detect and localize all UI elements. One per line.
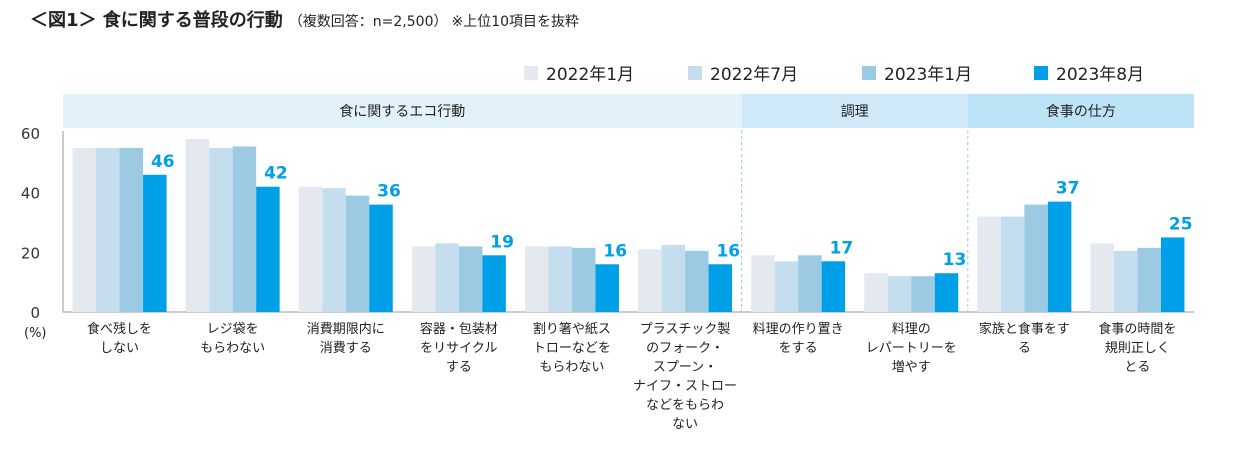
bar-4	[369, 204, 393, 312]
bar-1	[751, 255, 775, 312]
bar-1	[638, 249, 662, 312]
category-label: 料理の レパートリーを 増やす	[865, 322, 957, 375]
bar-3	[345, 195, 370, 312]
data-label: 25	[1169, 214, 1193, 234]
bar-4	[256, 186, 280, 312]
group-band: 食事の仕方	[967, 94, 1194, 128]
bar-4	[1047, 201, 1072, 312]
y-unit-label: (%)	[24, 326, 47, 341]
bar-1	[411, 246, 436, 312]
bar-1	[1090, 243, 1114, 312]
bar-3	[571, 247, 596, 312]
legend-swatch	[688, 65, 702, 80]
data-label: 19	[490, 232, 514, 252]
category-label: 料理の作り置き をする	[752, 322, 844, 356]
legend: 2022年1月 2022年7月 2023年1月 2023年8月	[0, 60, 1249, 86]
y-tick-label: 20	[21, 244, 40, 262]
bar-4	[143, 174, 167, 312]
y-tick-label: 40	[21, 185, 40, 203]
bar-4	[482, 255, 506, 312]
bar-3	[685, 250, 709, 312]
bar-1	[298, 186, 323, 312]
bar-2	[1000, 216, 1025, 312]
group-band: 調理	[741, 94, 968, 128]
bar-3	[911, 276, 935, 312]
data-label: 17	[830, 238, 854, 258]
bar-1	[864, 273, 888, 312]
legend-swatch	[1034, 65, 1048, 80]
data-label: 46	[151, 152, 175, 172]
group-band-label: 食事の仕方	[1045, 104, 1116, 120]
data-label: 37	[1056, 179, 1080, 199]
bar-2	[887, 276, 912, 312]
bar-2	[322, 188, 346, 312]
bar-2	[209, 147, 233, 312]
group-band-label: 調理	[840, 104, 869, 120]
bar-4	[821, 261, 846, 312]
data-label: 36	[377, 182, 401, 202]
data-label: 16	[716, 241, 740, 261]
legend-swatch	[524, 65, 538, 80]
bar-3	[119, 147, 144, 312]
bar-2	[661, 244, 686, 312]
bar-1	[185, 138, 210, 312]
chart-title-note: ※上位10項目を抜粋	[451, 14, 580, 30]
category-label: 家族と食事をす る	[978, 322, 1070, 356]
bar-2	[96, 147, 120, 312]
bar-1	[977, 216, 1001, 312]
y-tick-label: 0	[30, 304, 40, 322]
bar-2	[435, 243, 459, 312]
bar-1	[524, 246, 549, 312]
bar-3	[232, 146, 257, 312]
bar-4	[595, 264, 619, 312]
bar-2	[1113, 250, 1138, 312]
category-label: 容器・包装材 をリサイクル する	[419, 322, 498, 375]
chart-title-main: ＜図1＞ 食に関する普段の行動	[30, 10, 283, 31]
group-band-label: 食に関するエコ行動	[339, 104, 466, 120]
data-label: 13	[943, 250, 967, 270]
group-band: 食に関するエコ行動	[63, 94, 742, 128]
data-label: 16	[603, 241, 627, 261]
category-label: 割り箸や紙ス トローなどを もらわない	[532, 322, 611, 375]
chart-title-sub: （複数回答：n=2,500）	[288, 14, 448, 30]
bar-2	[548, 246, 572, 312]
legend-item: 2023年8月	[1034, 60, 1144, 85]
legend-label: 2023年1月	[884, 65, 973, 85]
legend-label: 2022年1月	[546, 65, 635, 85]
bar-3	[458, 246, 483, 312]
category-label: 消費期限内に 消費する	[306, 322, 385, 356]
category-label: 食べ残しを しない	[87, 322, 153, 356]
bar-3	[798, 255, 822, 312]
legend-swatch	[862, 65, 876, 80]
legend-item: 2022年7月	[688, 60, 798, 85]
bar-4	[708, 264, 733, 312]
y-tick-label: 60	[21, 125, 40, 143]
legend-item: 2022年1月	[524, 60, 634, 85]
legend-label: 2022年7月	[710, 65, 799, 85]
chart-title: ＜図1＞ 食に関する普段の行動 （複数回答：n=2,500） ※上位10項目を抜粋	[30, 6, 579, 32]
bar-3	[1137, 247, 1161, 312]
bar-4	[934, 273, 959, 312]
bar-1	[72, 147, 97, 312]
bar-4	[1160, 237, 1185, 312]
legend-item: 2023年1月	[862, 60, 972, 85]
bar-3	[1024, 204, 1048, 312]
bar-2	[774, 261, 799, 312]
category-label: レジ袋を もらわない	[200, 322, 266, 356]
category-label: プラスチック製 のフォーク・ スプーン・ ナイフ・ストロー などをもらわ ない	[633, 322, 738, 432]
data-label: 42	[264, 164, 288, 184]
category-label: 食事の時間を 規則正しく とる	[1098, 322, 1177, 375]
legend-label: 2023年8月	[1056, 65, 1145, 85]
